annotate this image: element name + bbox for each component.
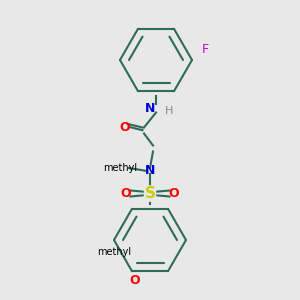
Text: methyl: methyl xyxy=(103,163,137,173)
Text: F: F xyxy=(202,43,209,56)
Text: N: N xyxy=(145,101,155,115)
Text: O: O xyxy=(130,274,140,287)
Text: H: H xyxy=(165,106,174,116)
Text: methyl: methyl xyxy=(97,247,131,257)
Text: S: S xyxy=(145,186,155,201)
Text: N: N xyxy=(145,164,155,178)
Text: O: O xyxy=(119,121,130,134)
Text: O: O xyxy=(169,187,179,200)
Text: O: O xyxy=(121,187,131,200)
